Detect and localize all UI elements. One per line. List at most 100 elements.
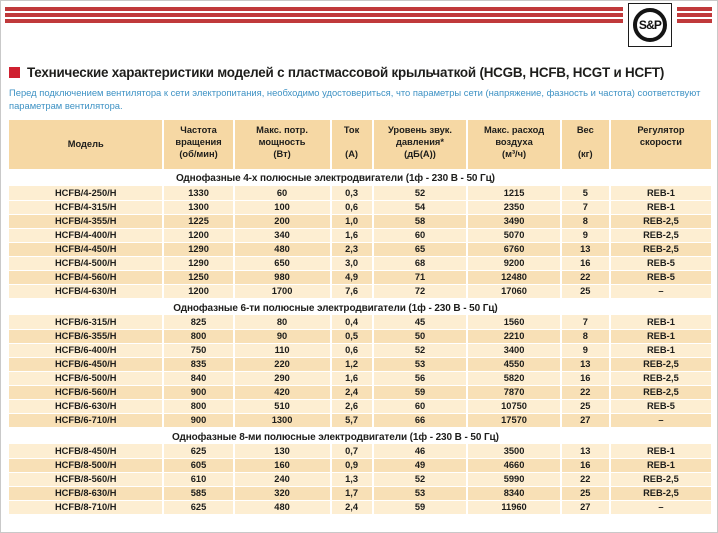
table-cell-weight: 25 <box>559 284 610 299</box>
section-title: Однофазные 6-ти полюсные электродвигател… <box>173 302 498 314</box>
table-cell-regulator: REB-5 <box>608 270 711 285</box>
table-cell-airflow: 17570 <box>466 413 561 428</box>
brand-stripe <box>5 7 712 11</box>
table-cell-model: HCFB/8-710/H <box>9 500 164 515</box>
table-cell-current: 0,6 <box>329 200 373 215</box>
column-header-regulator: Регулятор скорости <box>608 120 711 170</box>
column-header-airflow: Макс. расход воздуха (м³/ч) <box>466 120 561 170</box>
table-cell-power: 510 <box>232 399 331 414</box>
table-cell-noise: 65 <box>371 242 468 257</box>
table-row: HCFB/4-500/H 1290 650 3,0 68 9200 16 REB-5 <box>9 256 711 271</box>
table-cell-weight: 27 <box>559 500 610 515</box>
table-cell-power: 60 <box>232 186 331 201</box>
page-title: Технические характеристики моделей с пла… <box>27 65 665 80</box>
table-row: HCFB/8-450/H 625 130 0,7 46 3500 13 REB-1 <box>9 444 711 459</box>
table-cell-regulator: REB-2,5 <box>608 472 711 487</box>
table-cell-regulator: REB-1 <box>608 315 711 330</box>
table-cell-power: 340 <box>232 228 331 243</box>
section-header-row: Однофазные 6-ти полюсные электродвигател… <box>9 298 711 316</box>
table-cell-current: 3,0 <box>329 256 373 271</box>
table-cell-speed: 610 <box>162 472 234 487</box>
table-row: HCFB/6-315/H 825 80 0,4 45 1560 7 REB-1 <box>9 315 711 330</box>
table-cell-noise: 53 <box>371 357 468 372</box>
table-row: HCFB/6-500/H 840 290 1,6 56 5820 16 REB-2,5 <box>9 371 711 386</box>
table-cell-model: HCFB/6-355/H <box>9 329 164 344</box>
table-cell-airflow: 12480 <box>466 270 561 285</box>
column-header-noise: Уровень звук. давления* (дБ(А)) <box>371 120 468 170</box>
table-cell-regulator: REB-2,5 <box>608 371 711 386</box>
table-row: HCFB/8-630/H 585 320 1,7 53 8340 25 REB-2,5 <box>9 486 711 501</box>
table-cell-speed: 825 <box>162 315 234 330</box>
table-cell-power: 90 <box>232 329 331 344</box>
table-cell-model: HCFB/8-500/H <box>9 458 164 473</box>
table-row: HCFB/4-560/H 1250 980 4,9 71 12480 22 REB-5 <box>9 270 711 285</box>
table-cell-weight: 13 <box>559 357 610 372</box>
table-cell-current: 0,3 <box>329 186 373 201</box>
table-cell-noise: 68 <box>371 256 468 271</box>
table-row: HCFB/8-560/H 610 240 1,3 52 5990 22 REB-2,5 <box>9 472 711 487</box>
page-header: S&P <box>1 1 717 53</box>
table-cell-weight: 8 <box>559 329 610 344</box>
table-cell-model: HCFB/6-500/H <box>9 371 164 386</box>
table-cell-noise: 50 <box>371 329 468 344</box>
table-cell-speed: 605 <box>162 458 234 473</box>
table-cell-speed: 800 <box>162 329 234 344</box>
table-cell-speed: 900 <box>162 413 234 428</box>
column-header-model: Модель <box>9 120 164 170</box>
table-cell-weight: 16 <box>559 256 610 271</box>
table-cell-airflow: 9200 <box>466 256 561 271</box>
table-cell-noise: 49 <box>371 458 468 473</box>
table-cell-weight: 13 <box>559 242 610 257</box>
table-cell-weight: 27 <box>559 413 610 428</box>
table-cell-regulator: REB-2,5 <box>608 486 711 501</box>
table-cell-model: HCFB/4-315/H <box>9 200 164 215</box>
table-cell-speed: 1290 <box>162 242 234 257</box>
table-cell-model: HCFB/4-630/H <box>9 284 164 299</box>
table-cell-regulator: REB-2,5 <box>608 357 711 372</box>
table-cell-power: 320 <box>232 486 331 501</box>
table-cell-regulator: – <box>608 500 711 515</box>
table-cell-regulator: REB-5 <box>608 256 711 271</box>
table-cell-power: 480 <box>232 242 331 257</box>
table-cell-power: 100 <box>232 200 331 215</box>
table-cell-noise: 52 <box>371 343 468 358</box>
table-cell-airflow: 17060 <box>466 284 561 299</box>
table-cell-current: 2,6 <box>329 399 373 414</box>
table-cell-airflow: 4550 <box>466 357 561 372</box>
table-cell-model: HCFB/6-400/H <box>9 343 164 358</box>
table-cell-airflow: 3490 <box>466 214 561 229</box>
column-header-current: Ток (А) <box>329 120 373 170</box>
table-cell-model: HCFB/8-560/H <box>9 472 164 487</box>
table-row: HCFB/6-710/H 900 1300 5,7 66 17570 27– <box>9 413 711 428</box>
column-header-weight: Вес (кг) <box>559 120 610 170</box>
table-cell-current: 2,4 <box>329 500 373 515</box>
table-cell-airflow: 2350 <box>466 200 561 215</box>
table-cell-model: HCFB/6-710/H <box>9 413 164 428</box>
table-cell-power: 200 <box>232 214 331 229</box>
table-cell-power: 1300 <box>232 413 331 428</box>
table-cell-weight: 9 <box>559 228 610 243</box>
table-cell-weight: 5 <box>559 186 610 201</box>
table-cell-current: 0,7 <box>329 444 373 459</box>
table-cell-noise: 53 <box>371 486 468 501</box>
section-header-row: Однофазные 8-ми полюсные электродвигател… <box>9 427 711 445</box>
table-cell-regulator: – <box>608 413 711 428</box>
table-cell-noise: 58 <box>371 214 468 229</box>
table-row: HCFB/4-400/H 1200 340 1,6 60 5070 9 REB-2,5 <box>9 228 711 243</box>
table-cell-noise: 60 <box>371 399 468 414</box>
table-cell-power: 650 <box>232 256 331 271</box>
table-cell-regulator: REB-2,5 <box>608 242 711 257</box>
table-cell-model: HCFB/8-630/H <box>9 486 164 501</box>
table-cell-model: HCFB/4-500/H <box>9 256 164 271</box>
table-cell-model: HCFB/4-400/H <box>9 228 164 243</box>
sp-logo-ring-icon: S&P <box>633 8 667 42</box>
table-cell-speed: 900 <box>162 385 234 400</box>
table-row: HCFB/8-500/H 605 160 0,9 49 4660 16 REB-1 <box>9 458 711 473</box>
table-cell-regulator: REB-2,5 <box>608 228 711 243</box>
table-cell-current: 2,3 <box>329 242 373 257</box>
table-cell-airflow: 6760 <box>466 242 561 257</box>
table-cell-current: 1,2 <box>329 357 373 372</box>
table-cell-speed: 625 <box>162 500 234 515</box>
table-cell-power: 480 <box>232 500 331 515</box>
brand-stripe <box>5 13 712 17</box>
